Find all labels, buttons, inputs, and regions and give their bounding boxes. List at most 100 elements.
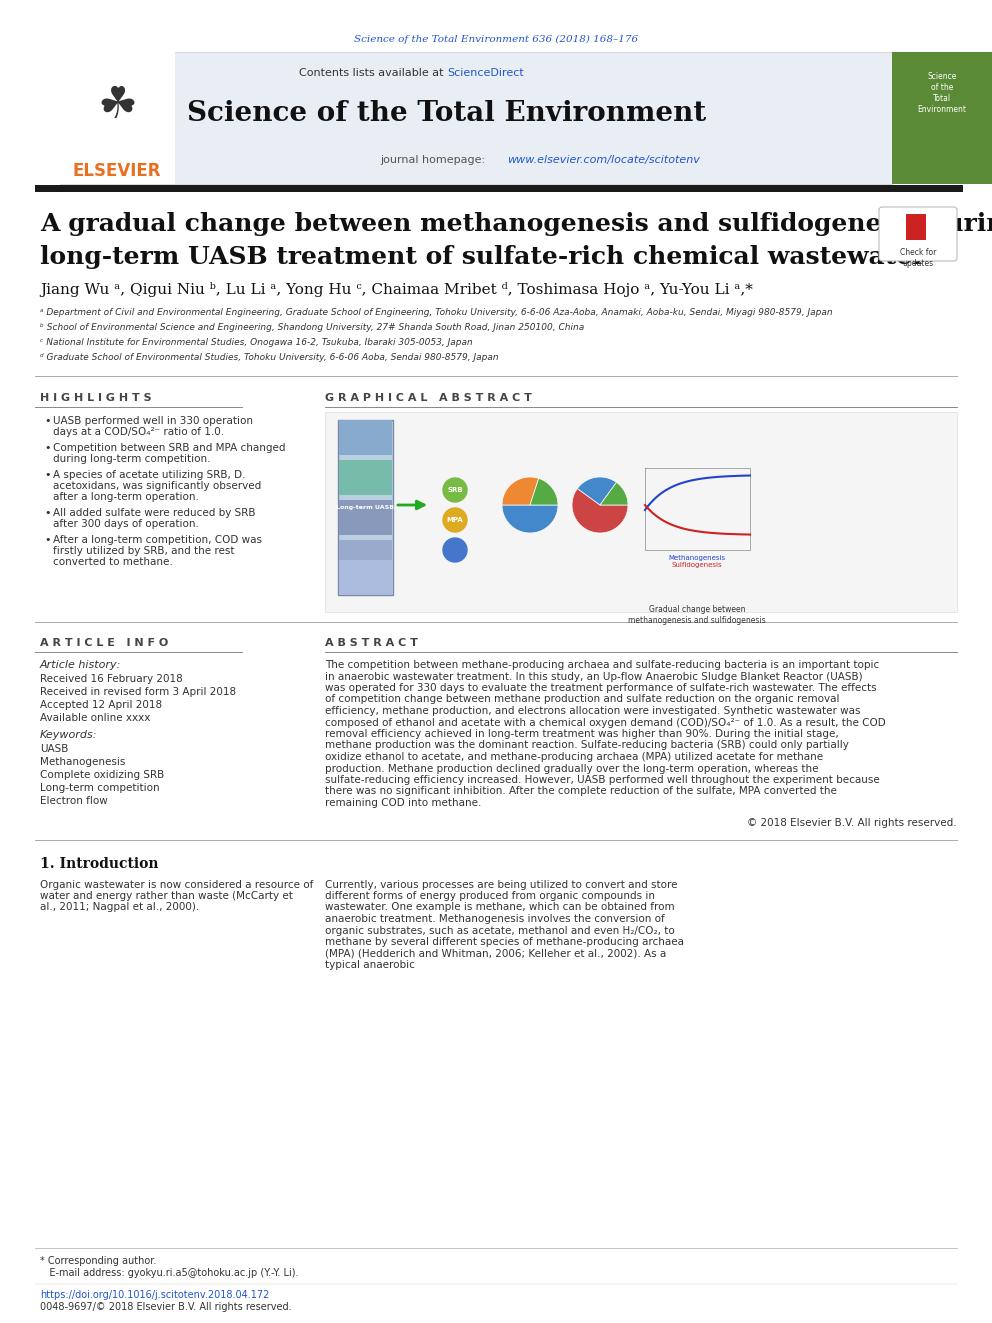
Text: ᵇ School of Environmental Science and Engineering, Shandong University, 27# Shan: ᵇ School of Environmental Science and En… [40, 323, 584, 332]
Text: H I G H L I G H T S: H I G H L I G H T S [40, 393, 152, 404]
Text: days at a COD/SO₄²⁻ ratio of 1.0.: days at a COD/SO₄²⁻ ratio of 1.0. [53, 427, 224, 437]
FancyBboxPatch shape [339, 560, 392, 595]
Text: there was no significant inhibition. After the complete reduction of the sulfate: there was no significant inhibition. Aft… [325, 786, 837, 796]
Text: remaining COD into methane.: remaining COD into methane. [325, 798, 481, 808]
Text: after 300 days of operation.: after 300 days of operation. [53, 519, 198, 529]
Polygon shape [577, 478, 616, 505]
Text: ScienceDirect: ScienceDirect [447, 67, 524, 78]
Text: water and energy rather than waste (McCarty et: water and energy rather than waste (McCa… [40, 890, 293, 901]
Text: •: • [44, 415, 51, 426]
Text: oxidize ethanol to acetate, and methane-producing archaea (MPA) utilized acetate: oxidize ethanol to acetate, and methane-… [325, 751, 823, 762]
Text: •: • [44, 470, 51, 480]
Text: All added sulfate were reduced by SRB: All added sulfate were reduced by SRB [53, 508, 256, 519]
Text: Electron flow: Electron flow [40, 796, 108, 806]
FancyBboxPatch shape [339, 460, 392, 495]
Text: methane by several different species of methane-producing archaea: methane by several different species of … [325, 937, 684, 947]
Text: Long-term UASB: Long-term UASB [336, 505, 394, 511]
Text: •: • [44, 443, 51, 452]
Text: A gradual change between methanogenesis and sulfidogenesis during a: A gradual change between methanogenesis … [40, 212, 992, 235]
FancyBboxPatch shape [339, 419, 392, 455]
Text: After a long-term competition, COD was: After a long-term competition, COD was [53, 534, 262, 545]
Text: * Corresponding author.: * Corresponding author. [40, 1256, 157, 1266]
Text: firstly utilized by SRB, and the rest: firstly utilized by SRB, and the rest [53, 546, 234, 556]
Text: ☘: ☘ [97, 83, 137, 127]
Text: ᵃ Department of Civil and Environmental Engineering, Graduate School of Engineer: ᵃ Department of Civil and Environmental … [40, 308, 832, 318]
Circle shape [443, 478, 467, 501]
Text: Currently, various processes are being utilized to convert and store: Currently, various processes are being u… [325, 880, 678, 889]
Text: of competition change between methane production and sulfate reduction on the or: of competition change between methane pr… [325, 695, 839, 705]
Text: composed of ethanol and acetate with a chemical oxygen demand (COD)/SO₄²⁻ of 1.0: composed of ethanol and acetate with a c… [325, 717, 886, 728]
Text: typical anaerobic: typical anaerobic [325, 960, 415, 970]
Text: sulfate-reducing efficiency increased. However, UASB performed well throughout t: sulfate-reducing efficiency increased. H… [325, 775, 880, 785]
Text: Science of the Total Environment: Science of the Total Environment [187, 101, 706, 127]
Text: The competition between methane-producing archaea and sulfate-reducing bacteria : The competition between methane-producin… [325, 660, 879, 669]
Text: www.elsevier.com/locate/scitotenv: www.elsevier.com/locate/scitotenv [507, 155, 700, 165]
FancyBboxPatch shape [325, 411, 957, 613]
Polygon shape [600, 483, 628, 505]
Text: A B S T R A C T: A B S T R A C T [325, 638, 418, 648]
Circle shape [443, 538, 467, 562]
Text: Science of the Total Environment 636 (2018) 168–176: Science of the Total Environment 636 (20… [354, 34, 638, 44]
Text: ELSEVIER: ELSEVIER [72, 161, 162, 180]
Text: Long-term competition: Long-term competition [40, 783, 160, 792]
FancyBboxPatch shape [35, 185, 963, 192]
FancyBboxPatch shape [338, 419, 393, 595]
Text: © 2018 Elsevier B.V. All rights reserved.: © 2018 Elsevier B.V. All rights reserved… [747, 818, 957, 827]
FancyBboxPatch shape [906, 214, 926, 239]
Text: was operated for 330 days to evaluate the treatment performance of sulfate-rich : was operated for 330 days to evaluate th… [325, 683, 877, 693]
Text: acetoxidans, was significantly observed: acetoxidans, was significantly observed [53, 482, 261, 491]
Text: anaerobic treatment. Methanogenesis involves the conversion of: anaerobic treatment. Methanogenesis invo… [325, 914, 665, 923]
Text: wastewater. One example is methane, which can be obtained from: wastewater. One example is methane, whic… [325, 902, 675, 913]
Text: Complete oxidizing SRB: Complete oxidizing SRB [40, 770, 165, 781]
Polygon shape [502, 478, 539, 505]
Text: Science
of the
Total
Environment: Science of the Total Environment [918, 71, 966, 114]
Polygon shape [530, 479, 558, 505]
Text: SRB: SRB [447, 487, 463, 493]
FancyBboxPatch shape [892, 52, 992, 184]
Text: different forms of energy produced from organic compounds in: different forms of energy produced from … [325, 890, 655, 901]
Text: during long-term competition.: during long-term competition. [53, 454, 210, 464]
Text: A R T I C L E   I N F O: A R T I C L E I N F O [40, 638, 169, 648]
FancyBboxPatch shape [879, 206, 957, 261]
Text: efficiency, methane production, and electrons allocation were investigated. Synt: efficiency, methane production, and elec… [325, 706, 860, 716]
Text: Gradual change between
methanogenesis and sulfidogenesis: Gradual change between methanogenesis an… [628, 605, 766, 624]
Text: Check for
updates: Check for updates [900, 247, 936, 269]
Text: Sulfidogenesis: Sulfidogenesis [672, 562, 722, 568]
Circle shape [443, 508, 467, 532]
Text: Article history:: Article history: [40, 660, 121, 669]
Polygon shape [572, 488, 628, 533]
Text: journal homepage:: journal homepage: [380, 155, 489, 165]
Text: Jiang Wu ᵃ, Qigui Niu ᵇ, Lu Li ᵃ, Yong Hu ᶜ, Chaimaa Mribet ᵈ, Toshimasa Hojo ᵃ,: Jiang Wu ᵃ, Qigui Niu ᵇ, Lu Li ᵃ, Yong H… [40, 282, 753, 296]
Text: 1. Introduction: 1. Introduction [40, 857, 159, 872]
Text: 0048-9697/© 2018 Elsevier B.V. All rights reserved.: 0048-9697/© 2018 Elsevier B.V. All right… [40, 1302, 292, 1312]
Text: ᶜ National Institute for Environmental Studies, Onogawa 16-2, Tsukuba, Ibaraki 3: ᶜ National Institute for Environmental S… [40, 337, 473, 347]
Text: Keywords:: Keywords: [40, 730, 97, 740]
FancyBboxPatch shape [60, 52, 892, 184]
Text: ᵈ Graduate School of Environmental Studies, Tohoku University, 6-6-06 Aoba, Send: ᵈ Graduate School of Environmental Studi… [40, 353, 499, 363]
Text: long-term UASB treatment of sulfate-rich chemical wastewater: long-term UASB treatment of sulfate-rich… [40, 245, 926, 269]
Text: methane production was the dominant reaction. Sulfate-reducing bacteria (SRB) co: methane production was the dominant reac… [325, 741, 849, 750]
Text: Accepted 12 April 2018: Accepted 12 April 2018 [40, 700, 162, 710]
Text: after a long-term operation.: after a long-term operation. [53, 492, 198, 501]
Text: MPA: MPA [446, 517, 463, 523]
Text: Available online xxxx: Available online xxxx [40, 713, 151, 722]
Text: Received in revised form 3 April 2018: Received in revised form 3 April 2018 [40, 687, 236, 697]
Text: Competition between SRB and MPA changed: Competition between SRB and MPA changed [53, 443, 286, 452]
Polygon shape [502, 505, 558, 533]
Text: Organic wastewater is now considered a resource of: Organic wastewater is now considered a r… [40, 880, 313, 889]
Text: •: • [44, 508, 51, 519]
Text: UASB: UASB [40, 744, 68, 754]
Text: https://doi.org/10.1016/j.scitotenv.2018.04.172: https://doi.org/10.1016/j.scitotenv.2018… [40, 1290, 270, 1301]
Text: in anaerobic wastewater treatment. In this study, an Up-flow Anaerobic Sludge Bl: in anaerobic wastewater treatment. In th… [325, 672, 863, 681]
Text: al., 2011; Nagpal et al., 2000).: al., 2011; Nagpal et al., 2000). [40, 902, 199, 913]
Text: A species of acetate utilizing SRB, D.: A species of acetate utilizing SRB, D. [53, 470, 245, 480]
Text: organic substrates, such as acetate, methanol and even H₂/CO₂, to: organic substrates, such as acetate, met… [325, 926, 675, 935]
FancyBboxPatch shape [339, 500, 392, 534]
Text: Methanogenesis: Methanogenesis [40, 757, 125, 767]
Text: converted to methane.: converted to methane. [53, 557, 173, 568]
Text: removal efficiency achieved in long-term treatment was higher than 90%. During t: removal efficiency achieved in long-term… [325, 729, 839, 740]
Text: (MPA) (Hedderich and Whitman, 2006; Kelleher et al., 2002). As a: (MPA) (Hedderich and Whitman, 2006; Kell… [325, 949, 667, 958]
FancyBboxPatch shape [60, 52, 175, 184]
Text: E-mail address: gyokyu.ri.a5@tohoku.ac.jp (Y.-Y. Li).: E-mail address: gyokyu.ri.a5@tohoku.ac.j… [40, 1267, 299, 1278]
Text: Received 16 February 2018: Received 16 February 2018 [40, 673, 183, 684]
